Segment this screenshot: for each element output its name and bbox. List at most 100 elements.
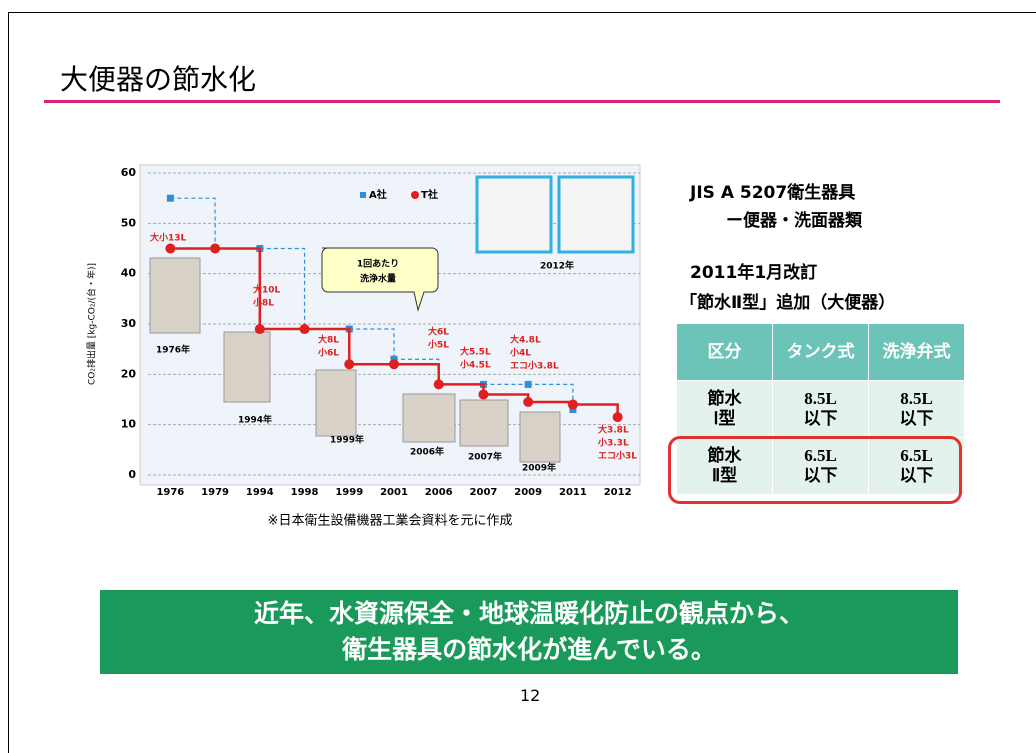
header-cell: タンク式 xyxy=(772,323,869,381)
cell: 6.5L 以下 xyxy=(772,437,869,495)
banner: 近年、水資源保全・地球温暖化防止の観点から、 衛生器具の節水化が進んでいる。 xyxy=(100,590,958,674)
x-tick-label: 2001 xyxy=(380,487,408,498)
cell: 8.5L 以下 xyxy=(868,380,965,438)
marker xyxy=(299,324,310,335)
y-tick-label: 30 xyxy=(121,317,137,330)
photo xyxy=(315,369,357,437)
frame xyxy=(8,12,1036,753)
x-tick-label: 2007 xyxy=(470,487,498,498)
cell: 8.5L 以下 xyxy=(772,380,869,438)
x-tick-label: 1976 xyxy=(156,487,184,498)
series-line xyxy=(528,383,574,410)
annotation: 大5.5L xyxy=(460,346,491,358)
side-text: JIS A 5207衛生器具 xyxy=(690,183,856,203)
photo-caption: 1976年 xyxy=(156,344,190,356)
y-tick-label: 10 xyxy=(121,418,137,431)
title-rule xyxy=(44,100,1000,103)
y-tick-label: 0 xyxy=(128,468,136,481)
x-tick-label: 2009 xyxy=(514,487,542,498)
marker xyxy=(254,324,265,335)
legend-label: A社 xyxy=(369,188,387,201)
chart: 0 10 20 30 40 50 60 CO₂排出量 [kg-CO₂/(台・年)] 1976 19… xyxy=(86,164,641,529)
annotation: 大8L xyxy=(318,334,339,346)
callout xyxy=(321,247,439,312)
side-text: ー便器・洗面器類 xyxy=(726,211,862,231)
annotation: 大4.8L xyxy=(510,334,541,346)
cell: 6.5L 以下 xyxy=(868,437,965,495)
photo-caption: 2007年 xyxy=(468,451,502,463)
marker xyxy=(523,397,534,408)
annotation: エコ小3.8L xyxy=(510,360,559,372)
annotation: 小3.3L xyxy=(597,437,629,449)
banner-line: 近年、水資源保全・地球温暖化防止の観点から、 xyxy=(253,599,804,628)
y-tick-label: 60 xyxy=(121,166,137,179)
marker xyxy=(612,412,623,423)
y-tick-label: 20 xyxy=(121,367,137,380)
y-axis-title: CO₂排出量 [kg-CO₂/(台・年)] xyxy=(86,263,98,385)
callout-text: 洗浄水量 xyxy=(360,273,396,285)
marker xyxy=(210,243,221,254)
x-tick-label: 1994 xyxy=(246,487,274,498)
series-line xyxy=(394,363,440,385)
legend-marker xyxy=(411,191,419,199)
side-text: 2011年1月改訂 xyxy=(690,263,818,283)
cell: 節水 Ⅰ型 xyxy=(676,380,773,438)
cell: 節水 Ⅱ型 xyxy=(676,437,773,495)
photo-caption: 1994年 xyxy=(238,414,272,426)
annotation: 小4.5L xyxy=(459,359,491,371)
series-line xyxy=(394,358,440,385)
series-line xyxy=(170,197,216,249)
x-tick-label: 1998 xyxy=(291,487,319,498)
annotation: 小5L xyxy=(427,339,449,351)
spec-table: 区分 タンク式 洗浄弁式 節水 Ⅰ型 8.5L 以下 8.5L 以下 節水 Ⅱ型 6.… xyxy=(676,323,965,495)
photo xyxy=(475,175,553,254)
marker xyxy=(389,359,399,370)
chart-note: ※日本衛生設備機器工業会資料を元に作成 xyxy=(268,513,513,529)
marker xyxy=(567,399,578,410)
x-tick-label: 2012 xyxy=(604,487,632,498)
series-line xyxy=(304,327,351,365)
marker xyxy=(344,359,355,370)
photo xyxy=(149,257,201,334)
annotation: 小6L xyxy=(317,347,339,359)
callout-text: 1回あたり xyxy=(357,259,399,270)
series-line xyxy=(259,247,306,330)
photo-caption: 2006年 xyxy=(410,446,444,458)
annotation: 大小13L xyxy=(150,232,187,244)
marker xyxy=(433,379,444,390)
legend-label: T社 xyxy=(421,188,438,201)
series-line xyxy=(349,328,395,360)
side-text: 「節水Ⅱ型」追加（大便器） xyxy=(680,293,896,313)
annotation: エコ小3L xyxy=(598,450,637,462)
annotation: 小8L xyxy=(252,297,274,309)
annotation: 大6L xyxy=(428,326,449,338)
marker xyxy=(165,243,176,254)
y-tick-label: 50 xyxy=(121,216,137,229)
page-number: 12 xyxy=(520,686,541,705)
photo xyxy=(459,399,509,447)
banner-line: 衛生器具の節水化が進んでいる。 xyxy=(342,635,716,664)
photo-caption: 1999年 xyxy=(330,434,364,446)
highlight xyxy=(668,436,962,504)
header-cell: 洗浄弁式 xyxy=(868,323,965,381)
slide-title: 大便器の節水化 xyxy=(60,63,257,96)
legend-marker xyxy=(360,192,366,198)
y-tick-label: 40 xyxy=(121,267,137,280)
x-tick-label: 1979 xyxy=(201,487,229,498)
photo-caption: 2012年 xyxy=(540,260,574,272)
marker xyxy=(524,380,532,388)
series-line xyxy=(215,247,262,330)
photo xyxy=(519,411,561,463)
x-tick-label: 1999 xyxy=(335,487,363,498)
photo xyxy=(557,175,635,254)
photo xyxy=(402,393,456,443)
x-tick-label: 2011 xyxy=(559,487,587,498)
photo xyxy=(223,331,271,403)
annotation: 小4L xyxy=(509,347,531,359)
annotation: 大10L xyxy=(253,284,281,296)
photo-caption: 2009年 xyxy=(522,462,556,474)
marker xyxy=(166,194,174,202)
header-cell: 区分 xyxy=(676,323,773,381)
x-tick-label: 2006 xyxy=(425,487,453,498)
